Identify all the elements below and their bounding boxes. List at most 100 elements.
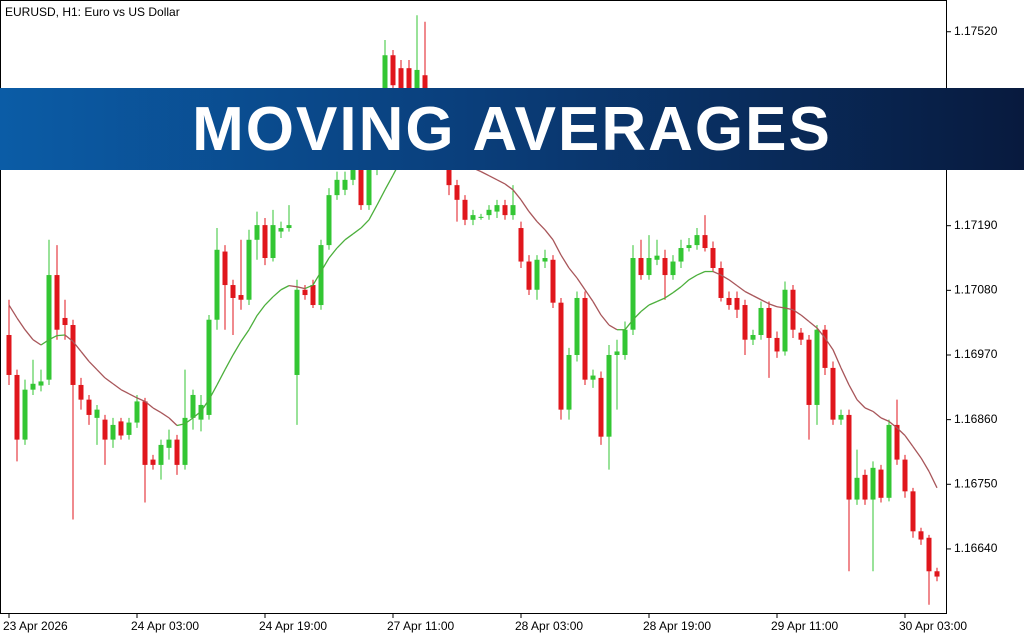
x-tick-label: 29 Apr 11:00 (771, 619, 838, 633)
moving-average-segment (712, 270, 722, 276)
candle-body (246, 239, 252, 300)
candle-body (166, 439, 172, 448)
x-tick-label: 27 Apr 11:00 (387, 619, 454, 633)
moving-average-segment (168, 417, 178, 426)
moving-average-segment (328, 247, 338, 259)
moving-average-segment (160, 412, 170, 419)
moving-average-segment (496, 179, 506, 185)
candle-body (230, 285, 236, 298)
candle-body (902, 459, 908, 492)
moving-average-segment (720, 274, 730, 281)
moving-average-segment (184, 417, 194, 425)
marks (6, 15, 940, 605)
moving-average-segment (768, 303, 778, 308)
candle-body (46, 275, 52, 380)
moving-average-segment (288, 284, 298, 288)
moving-average-segment (584, 289, 594, 302)
candle-body (6, 335, 12, 375)
moving-average-segment (736, 285, 746, 293)
candle-body (566, 354, 572, 410)
moving-average-segment (824, 337, 834, 351)
candle-body (654, 255, 660, 260)
candle-body (910, 491, 916, 532)
candle-body (334, 179, 340, 196)
candle-body (638, 258, 644, 276)
moving-average-segment (848, 384, 858, 400)
candle-body (582, 297, 588, 380)
candle-body (102, 419, 108, 440)
candle-body (822, 329, 828, 368)
moving-average-segment (648, 300, 658, 306)
x-tick-label: 28 Apr 19:00 (643, 619, 711, 633)
moving-average-segment (576, 277, 586, 291)
moving-average-segment (632, 311, 642, 321)
candle-body (302, 289, 308, 296)
moving-average-segment (296, 286, 306, 290)
candle-body (710, 248, 716, 269)
chart-title: EURUSD, H1: Euro vs US Dollar (5, 5, 180, 19)
moving-average-segment (920, 457, 930, 472)
candle-body (190, 394, 196, 418)
candle-body (470, 215, 476, 220)
moving-average-segment (112, 383, 122, 391)
candle-body (382, 55, 388, 120)
candle-body (494, 205, 500, 212)
moving-average-segment (136, 397, 146, 403)
candle-body (598, 377, 604, 437)
moving-average-segment (536, 221, 546, 231)
moving-average-segment (192, 410, 202, 419)
candle-body (30, 383, 36, 390)
moving-average-segment (856, 399, 866, 409)
candle-body (206, 319, 212, 415)
candle-body (454, 185, 460, 200)
moving-average-segment (912, 446, 922, 459)
candle-body (606, 354, 612, 437)
candle-body (390, 55, 396, 86)
candle-body (22, 389, 28, 440)
moving-average-segment (488, 175, 498, 181)
moving-average-segment (16, 317, 26, 331)
moving-average-segment (272, 289, 282, 298)
candle-body (686, 245, 692, 249)
moving-average-segment (128, 393, 138, 399)
moving-average-segment (56, 334, 66, 337)
moving-average-segment (72, 341, 82, 352)
candle-body (278, 228, 284, 232)
candle-body (406, 68, 412, 96)
moving-average-segment (888, 420, 898, 429)
candle-body (134, 401, 140, 423)
candle-body (110, 424, 116, 440)
moving-average-segment (512, 189, 522, 201)
candle-body (814, 329, 820, 405)
candle-body (398, 68, 404, 96)
candle-body (702, 235, 708, 249)
moving-average-segment (872, 410, 882, 419)
candle-body (766, 307, 772, 338)
x-tick-label: 23 Apr 2026 (3, 619, 68, 633)
moving-average-segment (32, 339, 42, 346)
moving-average-segment (280, 285, 290, 291)
moving-average-segment (528, 211, 538, 222)
moving-average-segment (200, 399, 210, 412)
candle-body (542, 258, 548, 262)
moving-average-segment (240, 329, 250, 342)
candle-body (86, 399, 92, 415)
candle-body (486, 209, 492, 216)
moving-average-segment (680, 279, 690, 288)
candle-body (326, 195, 332, 246)
candle-body (182, 417, 188, 465)
candle-body (78, 384, 84, 400)
moving-average-segment (480, 171, 490, 177)
moving-average-segment (696, 270, 706, 276)
candle-body (590, 375, 596, 380)
moving-average-segment (264, 296, 274, 306)
candle-body (478, 216, 484, 218)
candle-body (366, 169, 372, 206)
moving-average-segment (384, 174, 394, 191)
candle-body (782, 289, 788, 352)
candle-body (502, 205, 508, 216)
candle-body (222, 251, 228, 286)
moving-average-segment (640, 304, 650, 313)
candle-body (158, 444, 164, 465)
